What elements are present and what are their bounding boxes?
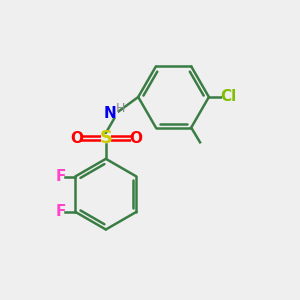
FancyBboxPatch shape [101, 134, 110, 143]
Text: O: O [70, 131, 83, 146]
FancyBboxPatch shape [57, 208, 64, 215]
FancyBboxPatch shape [222, 93, 234, 101]
Text: Cl: Cl [220, 89, 236, 104]
FancyBboxPatch shape [103, 109, 118, 118]
Text: S: S [99, 129, 112, 147]
Text: O: O [129, 131, 142, 146]
FancyBboxPatch shape [57, 173, 64, 180]
Text: H: H [116, 102, 125, 115]
Text: F: F [55, 204, 66, 219]
Text: F: F [55, 169, 66, 184]
FancyBboxPatch shape [72, 134, 80, 142]
FancyBboxPatch shape [131, 134, 140, 142]
Text: N: N [103, 106, 116, 121]
